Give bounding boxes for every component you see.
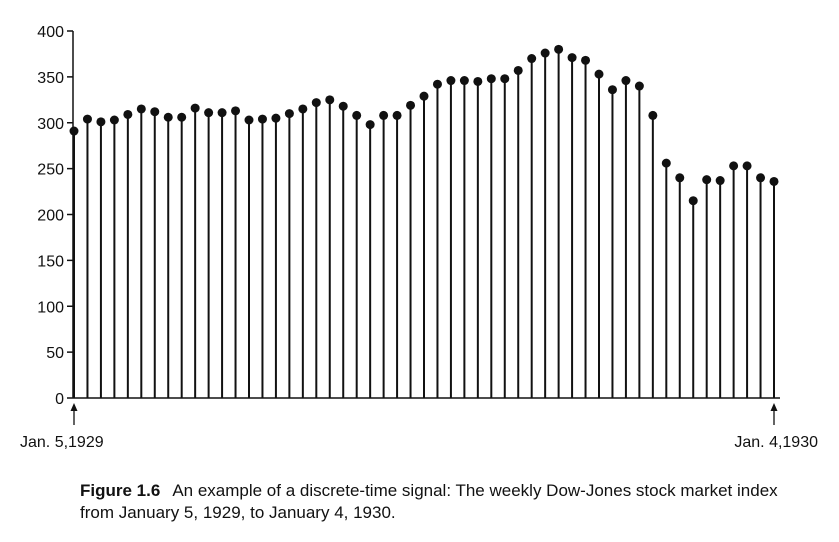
stem-point bbox=[769, 176, 779, 186]
stem-point bbox=[473, 76, 483, 86]
stem-point bbox=[82, 114, 92, 124]
stem-point bbox=[163, 112, 173, 122]
stem-point bbox=[432, 79, 442, 89]
stem-point bbox=[271, 113, 281, 123]
stem-point bbox=[648, 110, 658, 120]
start-arrow-head bbox=[70, 403, 78, 411]
stem-point bbox=[500, 74, 510, 84]
stem-point bbox=[136, 104, 146, 114]
y-tick-label: 0 bbox=[55, 391, 64, 408]
stem-point bbox=[96, 117, 106, 127]
stem-point bbox=[190, 103, 200, 113]
stem-point bbox=[486, 74, 496, 84]
stem-point bbox=[446, 76, 456, 86]
stem-point bbox=[567, 53, 577, 63]
caption-text: An example of a discrete-time signal: Th… bbox=[80, 481, 778, 522]
stem-point bbox=[392, 110, 402, 120]
stem-point bbox=[513, 65, 523, 75]
stem-point bbox=[675, 173, 685, 183]
stem-point bbox=[540, 48, 550, 58]
stem-point bbox=[621, 76, 631, 86]
y-tick-label: 250 bbox=[37, 162, 64, 179]
y-tick-label: 150 bbox=[37, 253, 64, 270]
stem-point bbox=[688, 196, 698, 206]
y-tick-label: 200 bbox=[37, 208, 64, 225]
stem-point bbox=[217, 108, 227, 118]
stem-point bbox=[756, 173, 766, 183]
stem-point bbox=[594, 69, 604, 79]
y-tick-label: 50 bbox=[46, 345, 64, 362]
stem-point bbox=[702, 175, 712, 185]
y-tick-label: 300 bbox=[37, 116, 64, 133]
stem-point bbox=[742, 161, 752, 171]
stem-point bbox=[109, 115, 119, 125]
stem-point bbox=[459, 76, 469, 86]
stem-point bbox=[352, 110, 362, 120]
stem-point bbox=[311, 98, 321, 108]
end-arrow-head bbox=[770, 403, 778, 411]
stem-point bbox=[661, 158, 671, 168]
labels: 0 50 100 150 200 250 300 350 400 Jan. 5,1929 Jan. … bbox=[20, 24, 818, 451]
stem-point bbox=[284, 109, 294, 119]
stem-point bbox=[634, 81, 644, 91]
stem-point bbox=[257, 114, 267, 124]
x-start-label: Jan. 5,1929 bbox=[20, 434, 104, 451]
stem-point bbox=[325, 95, 335, 105]
figure-label: Figure 1.6 bbox=[80, 481, 161, 500]
stem-point bbox=[69, 126, 79, 136]
stem-point bbox=[729, 161, 739, 171]
stem-point bbox=[365, 120, 375, 130]
stem-chart: 0 50 100 150 200 250 300 350 400 Jan. 5,1929 Jan. … bbox=[20, 24, 818, 451]
stem-point bbox=[607, 85, 617, 95]
stem-point bbox=[581, 55, 591, 65]
stem-point bbox=[204, 108, 214, 118]
stem-point bbox=[379, 110, 389, 120]
stem-point bbox=[123, 109, 133, 119]
stems bbox=[69, 44, 779, 398]
y-tick-label: 400 bbox=[37, 24, 64, 41]
stem-point bbox=[244, 115, 254, 125]
stem-point bbox=[554, 44, 564, 54]
figure-caption: Figure 1.6 An example of a discrete-time … bbox=[80, 480, 780, 524]
stem-point bbox=[419, 91, 429, 101]
stem-point bbox=[231, 106, 241, 116]
y-tick-label: 350 bbox=[37, 70, 64, 87]
stem-point bbox=[527, 54, 537, 64]
y-tick-label: 100 bbox=[37, 299, 64, 316]
stem-point bbox=[150, 107, 160, 117]
stem-point bbox=[338, 101, 348, 111]
stem-point bbox=[715, 176, 725, 186]
stem-point bbox=[406, 100, 416, 110]
stem-point bbox=[298, 104, 308, 114]
x-end-label: Jan. 4,1930 bbox=[734, 434, 818, 451]
stem-point bbox=[177, 112, 187, 122]
